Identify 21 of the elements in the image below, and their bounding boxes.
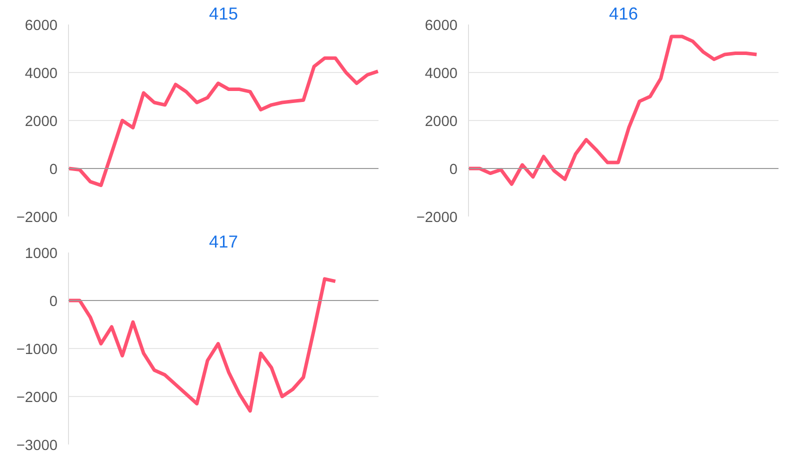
y-tick-label: 2000 bbox=[424, 114, 458, 130]
line-series bbox=[468, 34, 758, 186]
y-tick-label: 1000 bbox=[24, 246, 58, 262]
y-tick-label: 0 bbox=[49, 162, 58, 178]
y-tick-label: 0 bbox=[49, 294, 58, 310]
y-tick-label: 6000 bbox=[24, 18, 58, 34]
y-tick-label: 4000 bbox=[24, 66, 58, 82]
chart-title: 416 bbox=[609, 4, 638, 24]
y-tick-label: −1000 bbox=[16, 342, 58, 358]
y-tick-label: −2000 bbox=[16, 390, 58, 406]
chart-title: 417 bbox=[209, 232, 238, 252]
y-tick-label: 6000 bbox=[424, 18, 458, 34]
y-tick-label: 0 bbox=[449, 162, 458, 178]
y-tick-label: 2000 bbox=[24, 114, 58, 130]
y-tick-label: −2000 bbox=[416, 210, 458, 226]
y-tick-label: −3000 bbox=[16, 438, 58, 454]
line-series bbox=[68, 56, 378, 188]
y-tick-label: −2000 bbox=[16, 210, 58, 226]
y-tick-label: 4000 bbox=[424, 66, 458, 82]
chart-title: 415 bbox=[209, 4, 238, 24]
line-series bbox=[68, 277, 338, 413]
